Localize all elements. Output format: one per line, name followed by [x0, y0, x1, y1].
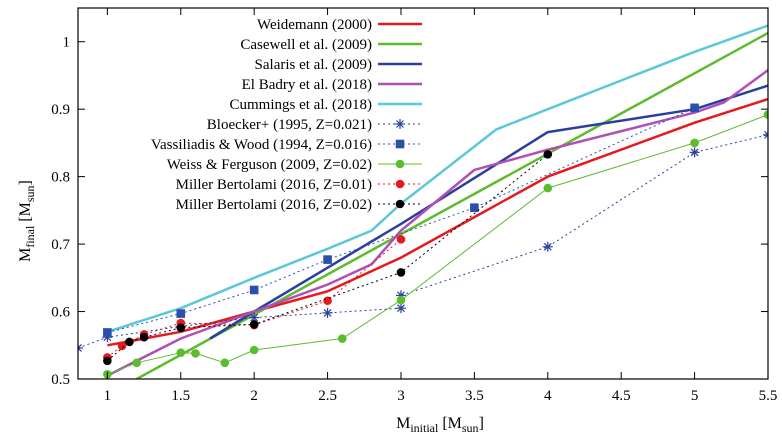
series-7 — [103, 110, 768, 379]
data-point — [689, 147, 700, 158]
series-9 — [103, 150, 553, 366]
legend-label: El Badry et al. (2018) — [242, 77, 372, 93]
y-tick-label: 0.9 — [51, 102, 70, 118]
legend-entry: Weidemann (2000) — [257, 17, 422, 33]
data-point — [125, 337, 134, 347]
axis-ticks: 1 1.5 2 2.5 3 3.5 4 4.5 5 5.5 0.5 0.6 0.7 0.8 0.9 1 — [51, 8, 777, 404]
series-1 — [136, 31, 768, 379]
data-point — [103, 328, 112, 337]
legend-entry: El Badry et al. (2018) — [242, 77, 422, 93]
x-tick-label: 3.5 — [465, 388, 484, 404]
series-0 — [107, 97, 768, 347]
y-tick-label: 0.5 — [51, 372, 70, 388]
series-line — [107, 97, 768, 347]
y-tick-label: 0.6 — [51, 305, 70, 321]
x-tick-label: 2 — [250, 388, 258, 404]
data-point — [176, 323, 186, 333]
data-point — [395, 303, 406, 314]
data-point — [542, 241, 553, 252]
legend-entry: Vassiliadis & Wood (1994, Z=0.016) — [151, 137, 422, 153]
data-point — [396, 295, 406, 305]
plot-area — [78, 24, 768, 379]
data-point — [763, 110, 768, 119]
data-point — [323, 255, 332, 264]
series-line — [209, 84, 768, 340]
legend-label: Weiss & Ferguson (2009, Z=0.02) — [167, 157, 372, 173]
data-point — [132, 358, 142, 368]
x-tick-label: 1 — [104, 388, 112, 404]
legend-entry: Miller Bertolami (2016, Z=0.02) — [176, 197, 422, 213]
series-6 — [103, 103, 699, 337]
x-tick-label: 4.5 — [612, 388, 631, 404]
legend-marker — [395, 179, 405, 189]
series-line — [78, 134, 768, 349]
x-tick-label: 4 — [544, 388, 552, 404]
x-tick-label: 5.5 — [759, 388, 778, 404]
data-point — [470, 203, 479, 212]
legend-label: Cummings et al. (2018) — [230, 97, 373, 113]
x-tick-label: 5 — [691, 388, 699, 404]
series-line — [107, 24, 768, 333]
series-line — [136, 31, 768, 379]
legend-entry: Miller Bertolami (2016, Z=0.01) — [176, 177, 422, 193]
data-point — [543, 150, 553, 159]
legend-entry: Salaris et al. (2009) — [255, 57, 422, 73]
x-tick-label: 2.5 — [318, 388, 337, 404]
data-point — [176, 309, 186, 318]
data-point — [396, 268, 406, 277]
data-point — [763, 129, 768, 140]
data-point — [337, 334, 347, 343]
data-point — [117, 341, 127, 351]
legend-label: Miller Bertolami (2016, Z=0.02) — [176, 197, 372, 213]
legend-label: Casewell et al. (2009) — [240, 37, 372, 53]
data-point — [103, 356, 112, 366]
plot-frame — [77, 7, 769, 380]
legend-entry: Casewell et al. (2009) — [240, 37, 422, 53]
legend-marker — [395, 139, 405, 149]
data-point — [176, 348, 186, 357]
data-point — [249, 320, 259, 329]
data-point — [249, 285, 259, 295]
series-2 — [209, 84, 768, 340]
data-point — [690, 138, 699, 148]
legend-entry: Cummings et al. (2018) — [230, 97, 422, 113]
y-tick-label: 0.8 — [51, 170, 70, 186]
legend-entry: Weiss & Ferguson (2009, Z=0.02) — [167, 157, 422, 173]
data-point — [220, 358, 230, 368]
data-point — [543, 183, 553, 193]
x-tick-label: 3 — [397, 388, 405, 404]
y-tick-label: 0.7 — [51, 237, 70, 253]
x-axis-title: Minitial [Msun] — [396, 415, 484, 435]
legend-marker — [395, 119, 405, 129]
data-point — [249, 345, 259, 355]
legend-marker — [395, 159, 405, 169]
data-point — [191, 349, 200, 358]
data-point — [322, 307, 333, 318]
data-point — [78, 342, 83, 353]
legend-marker — [395, 199, 405, 209]
y-tick-label: 1 — [63, 35, 71, 51]
legend-label: Vassiliadis & Wood (1994, Z=0.016) — [151, 137, 372, 153]
data-point — [690, 103, 699, 113]
y-axis-title: Mfinal [Msun] — [17, 180, 37, 262]
legend: Weidemann (2000) Casewell et al. (2009) Sa… — [151, 17, 422, 213]
legend-entry: Bloecker+ (1995, Z=0.021) — [207, 117, 422, 133]
data-point — [396, 235, 406, 244]
series-line — [106, 69, 768, 377]
series-3 — [106, 69, 768, 377]
legend-label: Weidemann (2000) — [257, 17, 372, 33]
legend-label: Salaris et al. (2009) — [255, 57, 372, 73]
data-point — [139, 332, 149, 342]
x-tick-label: 1.5 — [171, 388, 190, 404]
data-point — [323, 296, 332, 306]
series-4 — [107, 24, 768, 333]
legend-label: Miller Bertolami (2016, Z=0.01) — [176, 177, 372, 193]
legend-label: Bloecker+ (1995, Z=0.021) — [207, 117, 372, 133]
